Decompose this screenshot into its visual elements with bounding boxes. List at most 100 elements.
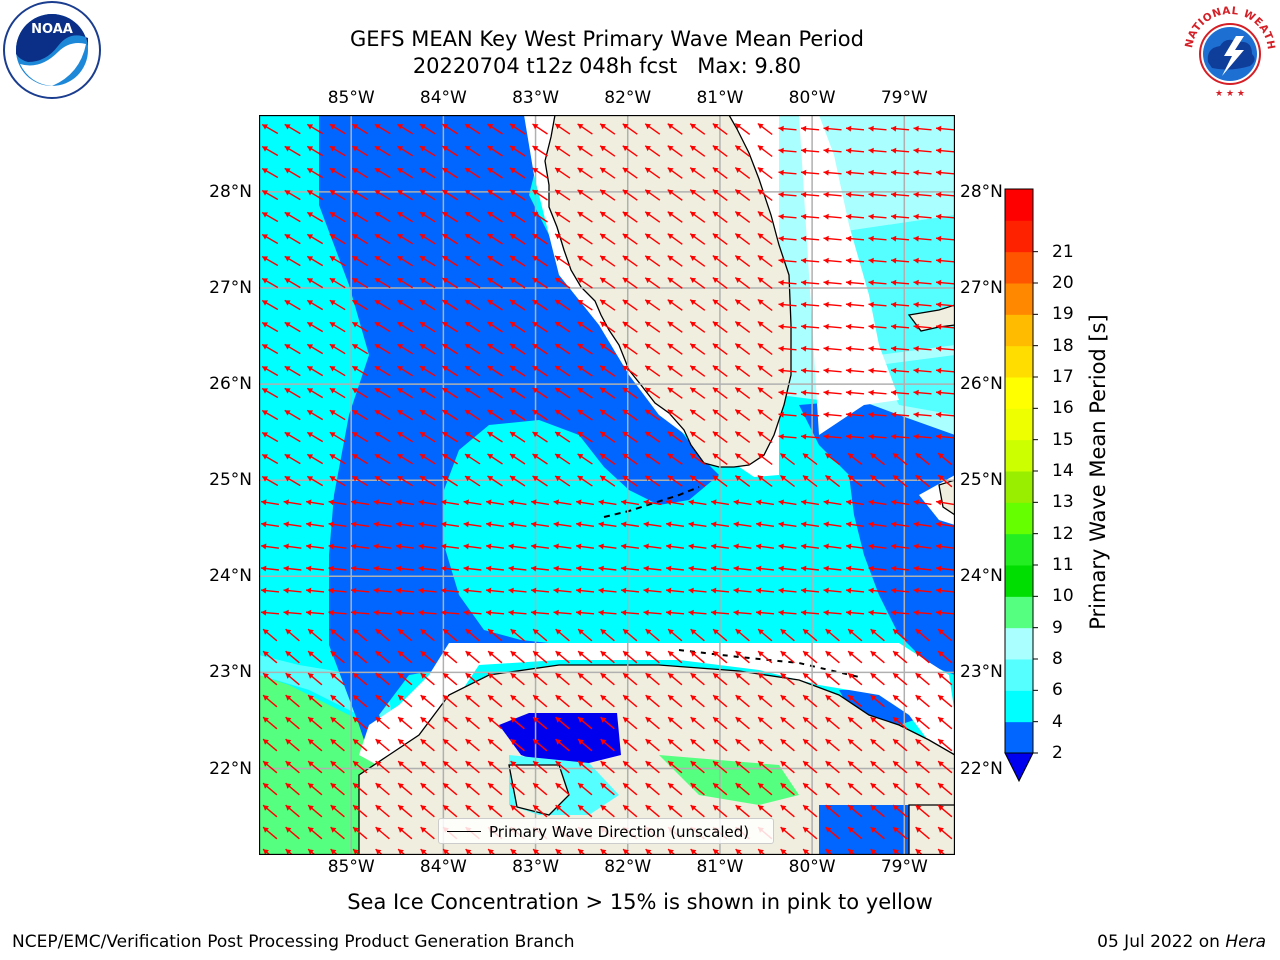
wave-arrow-head [577, 123, 584, 130]
wave-arrow-head [801, 191, 807, 198]
wave-arrow-head [623, 717, 629, 723]
wave-arrow-head [353, 849, 359, 855]
wave-arrow-head [913, 125, 919, 132]
wave-arrow-head [645, 431, 651, 438]
wave-arrow-head [667, 123, 674, 130]
wave-arrow-head [758, 717, 764, 723]
wave-arrow-head [598, 499, 604, 506]
legend-text: Primary Wave Direction (unscaled) [489, 823, 750, 841]
wave-arrow-head [442, 124, 449, 130]
wave-arrow-head [643, 587, 649, 594]
wave-arrow-head [352, 190, 359, 196]
wave-arrow-head [577, 167, 584, 174]
wave-arrow-head [419, 124, 426, 130]
wave-arrow-head [555, 123, 561, 130]
wave-arrow-head [510, 476, 516, 482]
wave-arrow-head [713, 673, 719, 679]
wave-arrow-head [553, 499, 559, 506]
wave-arrow-head [443, 717, 449, 723]
wave-arrow-head [870, 827, 877, 833]
wave-arrow-head [577, 299, 584, 306]
wave-arrow-head [893, 849, 899, 855]
wave-arrow-head [868, 543, 874, 550]
wave-arrow-head [353, 805, 359, 811]
wave-arrow-head [936, 125, 942, 132]
wave-arrow-head [328, 609, 334, 616]
wave-arrow-head [690, 629, 697, 635]
wave-arrow-head [622, 321, 629, 328]
colorbar-bin [1005, 408, 1033, 441]
wave-arrow-head [690, 299, 697, 305]
wave-arrow-head [600, 145, 606, 152]
wave-arrow-head [622, 453, 629, 460]
wave-arrow-head [397, 256, 404, 262]
wave-arrow-head [396, 499, 402, 506]
wave-arrow-head [396, 543, 402, 550]
wave-arrow-head [913, 147, 919, 154]
footer-date: 05 Jul 2022 on Hera [1097, 932, 1266, 952]
lat-label: 28°N [960, 181, 1003, 202]
wave-arrow-head [306, 521, 312, 528]
wave-arrow-head [486, 543, 492, 550]
wave-arrow-head [713, 651, 719, 657]
wave-arrow-head [936, 587, 942, 594]
wave-arrow-head [442, 300, 449, 306]
wave-arrow-head [283, 543, 289, 550]
wave-arrow-head [419, 432, 426, 438]
wave-arrow-head [262, 190, 268, 196]
wave-arrow-head [645, 145, 651, 152]
wave-arrow-head [936, 367, 942, 374]
wave-arrow-head [487, 234, 494, 240]
wave-arrow-head [645, 409, 651, 416]
lat-label: 24°N [960, 566, 1003, 587]
wave-arrow-head [375, 805, 382, 811]
wave-arrow-head [735, 673, 742, 679]
colorbar-tick-label: 18 [1052, 335, 1074, 356]
wave-arrow-head [532, 432, 539, 438]
wave-arrow-head [778, 565, 784, 572]
wave-arrow-head [712, 145, 719, 151]
wave-arrow-head [623, 849, 629, 855]
wave-arrow-head [487, 410, 494, 416]
wave-arrow-head [532, 344, 539, 350]
wave-arrow-head [308, 717, 314, 723]
wave-arrow-head [622, 189, 629, 196]
wave-arrow-head [600, 673, 607, 679]
wave-arrow-head [442, 278, 449, 284]
wave-arrow-head [555, 431, 561, 438]
lat-label: 27°N [209, 277, 252, 298]
wave-arrow-head [351, 587, 357, 594]
wave-arrow-head [600, 189, 606, 196]
wave-arrow-head [531, 521, 537, 528]
lon-label: 79°W [880, 88, 928, 108]
wave-arrow-head [913, 279, 919, 286]
wave-arrow-head [711, 565, 717, 572]
wave-arrow-head [465, 344, 471, 350]
wave-arrow-head [712, 431, 719, 437]
wave-arrow-head [801, 147, 807, 154]
wave-arrow-head [284, 146, 291, 152]
wave-arrow-head [868, 499, 874, 506]
wave-arrow-head [262, 366, 268, 372]
lat-label: 25°N [960, 470, 1003, 491]
wave-arrow-head [397, 322, 404, 328]
wave-arrow-head [938, 629, 944, 635]
wave-arrow-head [823, 279, 829, 286]
wave-arrow-head [913, 345, 919, 352]
wave-arrow-head [848, 805, 854, 811]
wave-arrow-head [510, 761, 517, 767]
lat-label: 24°N [209, 566, 252, 587]
wave-arrow-head [352, 212, 359, 218]
wave-arrow-head [352, 366, 359, 372]
wave-arrow-head [848, 849, 854, 855]
wave-arrow-head [756, 587, 762, 594]
wave-arrow-head [598, 609, 604, 616]
wave-arrow-head [712, 365, 719, 371]
wave-arrow-head [284, 388, 291, 394]
wave-arrow-head [870, 651, 877, 657]
wave-arrow-head [758, 629, 764, 635]
wave-arrow-head [733, 499, 739, 506]
wave-arrow-head [913, 323, 919, 330]
wave-arrow-head [645, 761, 652, 767]
wave-arrow-head [668, 695, 674, 701]
